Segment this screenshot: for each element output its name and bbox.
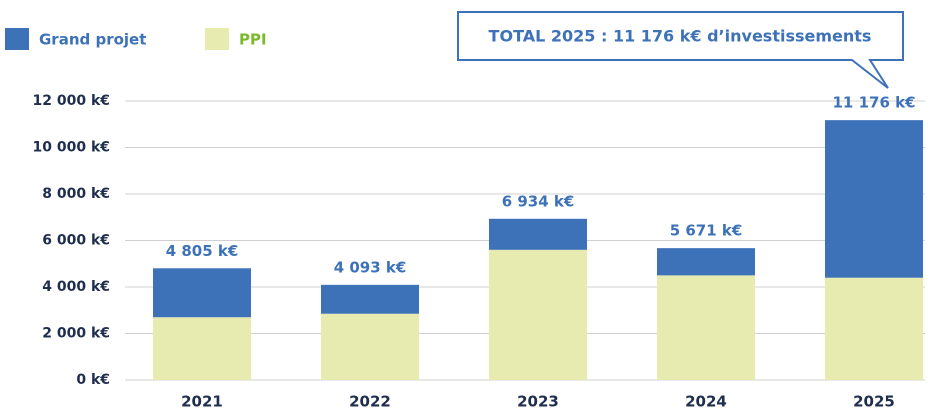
x-tick-label: 2022: [349, 393, 391, 411]
legend-swatch: [5, 28, 29, 50]
x-tick-label: 2025: [853, 393, 895, 411]
bar-segment: [321, 284, 419, 314]
total-label: 4 805 k€: [166, 242, 239, 260]
legend-swatch: [205, 28, 229, 50]
callout-box: [457, 11, 904, 89]
annotation: TOTAL 2025 : 11 176 k€ d’investissements: [489, 27, 872, 46]
legend-label: Grand projet: [39, 31, 146, 49]
bar-segment: [153, 268, 251, 318]
bar-segment: [321, 313, 419, 380]
x-tick-label: 2021: [181, 393, 223, 411]
bar-segment: [489, 249, 587, 380]
total-label: 4 093 k€: [334, 258, 407, 276]
y-tick-label: 8 000 k€: [42, 186, 110, 202]
legend-label: PPI: [239, 31, 267, 49]
y-tick-label: 12 000 k€: [32, 93, 110, 109]
total-label: 5 671 k€: [670, 222, 743, 240]
y-tick-label: 10 000 k€: [32, 140, 110, 156]
bar-segment: [657, 248, 755, 276]
total-label: 6 934 k€: [502, 192, 575, 210]
x-tick-label: 2023: [517, 393, 559, 411]
y-tick-label: 0 k€: [76, 372, 110, 388]
bar-segment: [825, 277, 923, 380]
total-label: 11 176 k€: [832, 94, 915, 112]
y-tick-label: 6 000 k€: [42, 233, 110, 249]
bar-segment: [825, 120, 923, 278]
bar-segment: [489, 218, 587, 250]
x-tick-label: 2024: [685, 393, 727, 411]
y-tick-label: 4 000 k€: [42, 279, 110, 295]
bar-segment: [153, 317, 251, 380]
y-tick-label: 2 000 k€: [42, 326, 110, 342]
bar-segment: [657, 275, 755, 380]
